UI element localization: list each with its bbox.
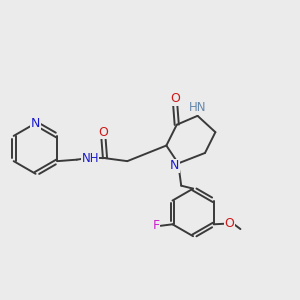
Text: O: O <box>170 92 180 105</box>
Text: N: N <box>31 117 40 130</box>
Text: O: O <box>99 126 109 139</box>
Text: O: O <box>224 217 234 230</box>
Text: N: N <box>170 159 179 172</box>
Text: HN: HN <box>189 101 206 114</box>
Text: F: F <box>153 219 160 232</box>
Text: NH: NH <box>81 152 99 165</box>
